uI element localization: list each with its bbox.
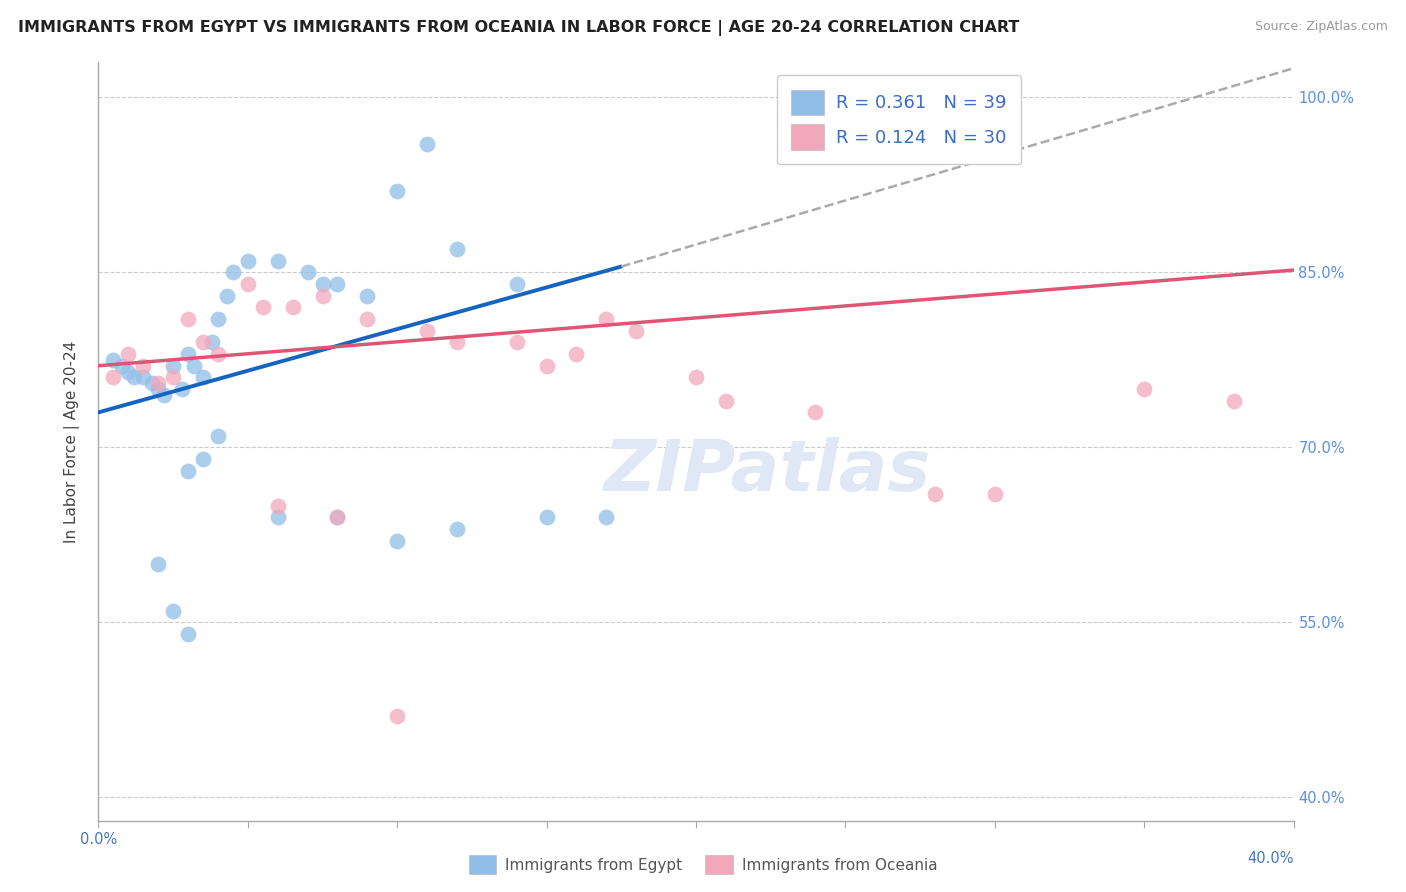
Point (506, 277, 529, 291)
Point (132, 370, 155, 384)
Point (207, 347, 229, 361)
Point (1133, 382, 1156, 396)
Point (103, 352, 125, 367)
Point (326, 510, 349, 524)
Point (215, 289, 238, 303)
Text: ZIPatlas: ZIPatlas (605, 437, 931, 507)
Point (162, 604, 184, 618)
Point (1223, 393, 1246, 408)
Legend: Immigrants from Egypt, Immigrants from Oceania: Immigrants from Egypt, Immigrants from O… (463, 849, 943, 880)
Point (117, 347, 139, 361)
Point (281, 301, 304, 315)
Point (148, 557, 170, 571)
Point (267, 510, 290, 524)
Point (132, 359, 155, 373)
Text: Source: ZipAtlas.com: Source: ZipAtlas.com (1254, 20, 1388, 33)
Point (804, 405, 827, 419)
Point (172, 382, 194, 396)
Point (141, 376, 163, 391)
Point (177, 347, 200, 361)
Point (446, 242, 468, 256)
Point (148, 376, 170, 391)
Legend: R = 0.361   N = 39, R = 0.124   N = 30: R = 0.361 N = 39, R = 0.124 N = 30 (776, 75, 1021, 164)
Point (183, 359, 205, 373)
Point (236, 253, 259, 268)
Y-axis label: In Labor Force | Age 20-24: In Labor Force | Age 20-24 (63, 341, 80, 542)
Point (565, 347, 588, 361)
Point (326, 510, 349, 524)
Point (595, 312, 617, 326)
Point (536, 510, 558, 524)
Point (416, 137, 439, 152)
Point (177, 464, 200, 478)
Point (177, 627, 200, 641)
Point (297, 265, 319, 279)
Point (385, 184, 409, 198)
Point (984, 487, 1007, 501)
Point (385, 708, 409, 723)
Point (191, 452, 214, 467)
Point (162, 370, 184, 384)
Point (356, 312, 378, 326)
Point (236, 277, 259, 291)
Point (267, 253, 290, 268)
Point (201, 335, 224, 350)
Point (385, 533, 409, 548)
Point (117, 365, 139, 379)
Point (207, 428, 229, 442)
Point (446, 522, 468, 536)
Point (626, 324, 648, 338)
Point (356, 289, 378, 303)
Point (446, 335, 468, 350)
Point (103, 370, 125, 384)
Point (153, 388, 176, 402)
Point (222, 265, 245, 279)
Point (191, 370, 214, 384)
Point (267, 499, 290, 513)
Text: 40.0%: 40.0% (1247, 851, 1294, 866)
Point (326, 277, 349, 291)
Point (207, 312, 229, 326)
Point (924, 487, 946, 501)
Point (111, 359, 134, 373)
Text: IMMIGRANTS FROM EGYPT VS IMMIGRANTS FROM OCEANIA IN LABOR FORCE | AGE 20-24 CORR: IMMIGRANTS FROM EGYPT VS IMMIGRANTS FROM… (18, 20, 1019, 36)
Point (506, 335, 529, 350)
Point (124, 370, 146, 384)
Point (595, 510, 617, 524)
Point (191, 335, 214, 350)
Point (416, 324, 439, 338)
Point (252, 301, 274, 315)
Point (162, 359, 184, 373)
Point (311, 289, 333, 303)
Point (311, 277, 333, 291)
Point (177, 312, 200, 326)
Point (148, 382, 170, 396)
Point (685, 370, 707, 384)
Point (714, 393, 737, 408)
Point (536, 359, 558, 373)
